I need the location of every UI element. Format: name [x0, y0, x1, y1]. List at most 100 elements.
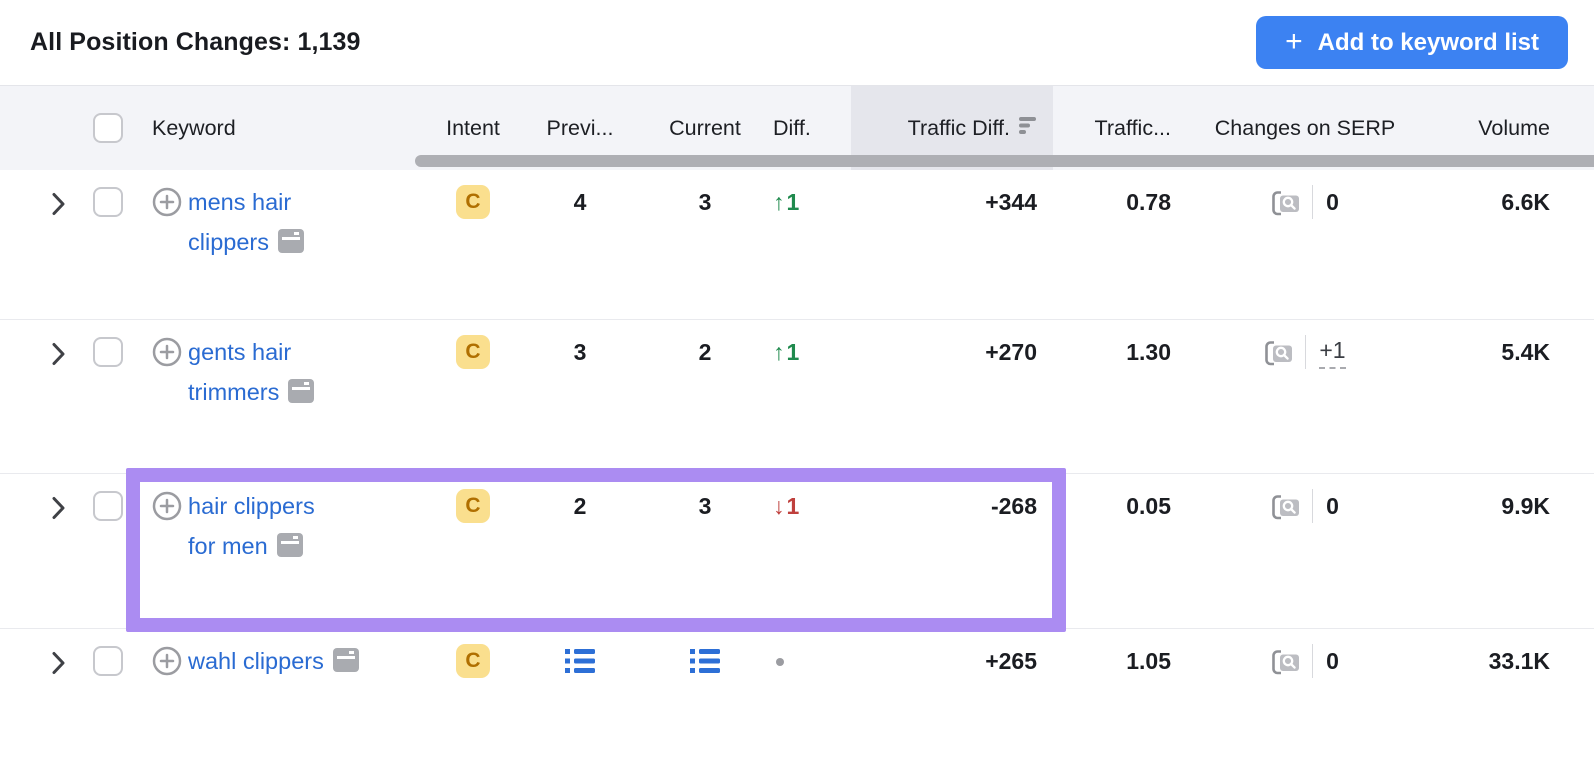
table-row: mens hair clippers C 4 3 ↑1 +344 0.78 0 … [0, 170, 1594, 320]
add-keyword-icon[interactable] [152, 187, 182, 265]
row-expander[interactable] [36, 182, 80, 217]
traffic-diff-value: +344 [985, 189, 1037, 215]
previous-position-list-icon [520, 641, 640, 674]
traffic-diff-value: +265 [985, 648, 1037, 674]
keyword-link[interactable]: mens hair clippers [188, 189, 292, 255]
intent-badge-commercial: C [456, 185, 490, 219]
volume-value: 33.1K [1488, 648, 1550, 674]
serp-changes-count: 0 [1326, 648, 1339, 674]
column-header-changes-on-serp[interactable]: Changes on SERP [1214, 115, 1396, 140]
volume-value: 6.6K [1501, 189, 1550, 215]
chevron-right-icon [52, 193, 65, 215]
plus-icon: + [1285, 24, 1303, 58]
serp-preview-icon[interactable] [1271, 189, 1301, 229]
position-diff: ↓1 [773, 493, 800, 519]
add-keyword-icon[interactable] [152, 337, 182, 415]
column-header-intent[interactable]: Intent [446, 115, 500, 140]
serp-changes-count: 0 [1326, 493, 1339, 519]
traffic-diff-value: +270 [985, 339, 1037, 365]
changes-on-serp-cell: +1 [1185, 332, 1425, 379]
row-checkbox[interactable] [93, 187, 123, 217]
current-position: 2 [698, 339, 712, 365]
column-header-current[interactable]: Current [669, 115, 741, 140]
chevron-right-icon [52, 497, 65, 519]
divider [1312, 489, 1314, 523]
keyword-link[interactable]: gents hair trimmers [188, 339, 292, 405]
intent-badge-commercial: C [456, 644, 490, 678]
table-row: hair clippers for men C 2 3 ↓1 -268 0.05… [0, 474, 1594, 629]
volume-value: 5.4K [1501, 339, 1550, 365]
volume-value: 9.9K [1501, 493, 1550, 519]
sort-descending-icon [1019, 116, 1037, 141]
changes-on-serp-cell: 0 [1185, 486, 1425, 533]
keyword-cell: gents hair trimmers [136, 332, 426, 415]
divider [1312, 644, 1314, 678]
serp-features-icon[interactable] [276, 529, 303, 569]
keyword-link[interactable]: wahl clippers [188, 648, 324, 674]
add-keyword-icon[interactable] [152, 646, 182, 688]
traffic-value: 0.78 [1126, 189, 1171, 215]
keyword-cell: wahl clippers [136, 641, 426, 688]
current-position: 3 [698, 493, 712, 519]
list-features-icon [690, 649, 720, 673]
traffic-value: 0.05 [1126, 493, 1171, 519]
column-header-diff[interactable]: Diff. [773, 115, 811, 140]
row-expander[interactable] [36, 332, 80, 367]
chevron-right-icon [52, 343, 65, 365]
table-header: Keyword Intent Previ... Current Diff. Tr… [0, 86, 1594, 170]
serp-changes-count[interactable]: +1 [1319, 334, 1346, 369]
keyword-cell: hair clippers for men [136, 486, 426, 569]
traffic-diff-value: -268 [990, 493, 1037, 519]
column-header-traffic[interactable]: Traffic... [1094, 115, 1171, 140]
intent-badge-commercial: C [456, 335, 490, 369]
current-position: 3 [698, 189, 712, 215]
row-checkbox[interactable] [93, 646, 123, 676]
traffic-value: 1.05 [1126, 648, 1171, 674]
serp-changes-count: 0 [1326, 189, 1339, 215]
serp-features-icon[interactable] [277, 225, 304, 265]
changes-on-serp-cell: 0 [1185, 641, 1425, 688]
serp-preview-icon[interactable] [1271, 648, 1301, 688]
serp-features-icon[interactable] [332, 644, 359, 684]
select-all-checkbox[interactable] [93, 113, 123, 143]
traffic-diff-label: Traffic Diff. [907, 115, 1010, 140]
row-expander[interactable] [36, 486, 80, 521]
previous-position: 2 [573, 493, 587, 519]
position-diff [770, 641, 851, 666]
position-changes-count: 1,139 [297, 28, 361, 56]
arrow-down-icon: ↓ [773, 493, 785, 519]
position-diff: ↑1 [773, 339, 800, 365]
previous-position: 4 [573, 189, 587, 215]
keyword-cell: mens hair clippers [136, 182, 426, 265]
intent-badge-commercial: C [456, 489, 490, 523]
arrow-up-icon: ↑ [773, 189, 785, 215]
column-header-previous[interactable]: Previ... [546, 115, 614, 140]
changes-on-serp-cell: 0 [1185, 182, 1425, 229]
position-diff: ↑1 [773, 189, 800, 215]
serp-features-icon[interactable] [288, 375, 315, 415]
serp-preview-icon[interactable] [1264, 339, 1294, 379]
divider [1312, 185, 1314, 219]
row-checkbox[interactable] [93, 337, 123, 367]
previous-position: 3 [573, 339, 587, 365]
divider [1305, 335, 1307, 369]
column-header-keyword[interactable]: Keyword [152, 115, 236, 140]
column-header-volume[interactable]: Volume [1478, 115, 1550, 140]
header-checkbox-cell [80, 113, 136, 143]
row-expander[interactable] [36, 641, 80, 676]
page-title: All Position Changes: 1,139 [30, 28, 361, 57]
add-keyword-icon[interactable] [152, 491, 182, 569]
keyword-link[interactable]: hair clippers for men [188, 493, 315, 559]
page-title-label: All Position Changes: [30, 28, 291, 56]
horizontal-scrollbar-thumb[interactable] [415, 155, 1594, 167]
serp-preview-icon[interactable] [1271, 493, 1301, 533]
traffic-value: 1.30 [1126, 339, 1171, 365]
add-to-keyword-list-button[interactable]: + Add to keyword list [1256, 16, 1568, 69]
arrow-up-icon: ↑ [773, 339, 785, 365]
current-position-list-icon [640, 641, 770, 674]
add-to-keyword-list-label: Add to keyword list [1317, 28, 1539, 56]
row-checkbox[interactable] [93, 491, 123, 521]
chevron-right-icon [52, 652, 65, 674]
table-row: wahl clippers C +265 1.05 0 33.1K [0, 629, 1594, 778]
